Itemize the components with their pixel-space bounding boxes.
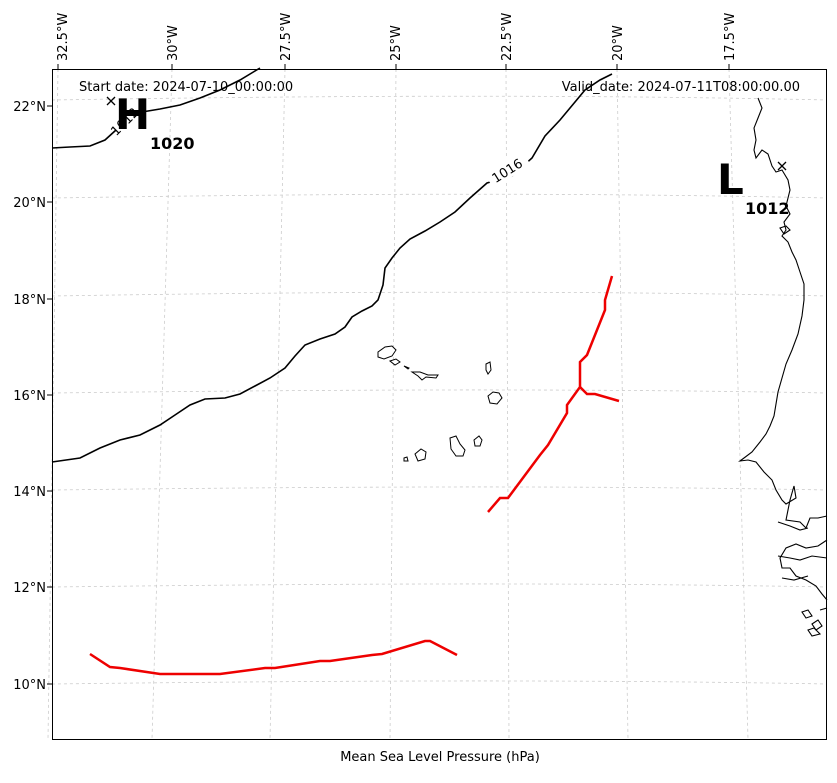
island-santiago xyxy=(449,435,466,457)
lat-gridlines xyxy=(51,95,828,685)
gridline-lon-30 xyxy=(151,68,173,740)
island-sal xyxy=(485,361,492,375)
lat-tick-label: 20°N xyxy=(13,196,46,211)
lat-tick-label: 14°N xyxy=(13,485,46,500)
gambia-coast-detail xyxy=(777,521,828,581)
lon-gridlines xyxy=(47,68,749,740)
island-brava xyxy=(403,456,409,462)
cape-verde-islands xyxy=(377,345,503,462)
gridline-lat-20 xyxy=(51,193,828,199)
lon-tick-label: 17.5°W xyxy=(723,13,738,61)
gridline-lat-14 xyxy=(51,486,828,491)
gridline-lon-325 xyxy=(47,68,59,740)
gridline-lon-225 xyxy=(505,68,510,740)
high-center-x-marker xyxy=(106,96,116,106)
lat-tick-label: 16°N xyxy=(13,389,46,404)
valid-date-label: Valid_date: 2024-07-11T08:00:00.00 xyxy=(562,80,800,95)
start-date-label: Start date: 2024-07-10_00:00:00 xyxy=(79,80,293,95)
cape-blanc-detail xyxy=(779,225,791,235)
lat-tick-labels: 22°N 20°N 18°N 16°N 14°N 12°N 10°N xyxy=(13,100,46,693)
lat-tick-label: 12°N xyxy=(13,581,46,596)
gridline-lat-12 xyxy=(51,583,828,588)
lon-tick-label: 25°W xyxy=(389,25,404,61)
pressure-low-center: L 1012 xyxy=(717,155,790,218)
low-value: 1012 xyxy=(745,199,790,218)
trough-line-branch xyxy=(579,386,620,403)
island-fogo xyxy=(414,448,427,462)
lat-tick-label: 18°N xyxy=(13,293,46,308)
africa-coastline xyxy=(738,97,828,637)
gridline-lat-18 xyxy=(51,291,828,297)
lat-tick-marks xyxy=(47,105,52,685)
lon-tick-marks xyxy=(57,64,730,69)
gridline-lon-275 xyxy=(269,68,286,740)
lat-tick-label: 10°N xyxy=(13,678,46,693)
lon-tick-label: 32.5°W xyxy=(56,13,71,61)
pressure-high-center: H 1020 xyxy=(106,90,195,153)
low-center-x-marker xyxy=(777,161,787,171)
lon-tick-label: 27.5°W xyxy=(279,13,294,61)
trough-line-south xyxy=(89,639,458,676)
map-frame xyxy=(52,69,827,740)
trough-line-east xyxy=(487,275,614,513)
lon-tick-labels: 32.5°W 30°W 27.5°W 25°W 22.5°W 20°W 17.5… xyxy=(56,13,738,61)
lon-tick-label: 22.5°W xyxy=(500,13,515,61)
gridline-lon-175 xyxy=(728,68,749,740)
high-label: H xyxy=(115,90,150,139)
gridline-lon-20 xyxy=(616,68,629,740)
gridline-lat-22 xyxy=(51,95,828,101)
island-maio xyxy=(473,435,483,447)
island-sao-nicolau xyxy=(410,371,439,381)
gridline-lat-10 xyxy=(51,680,828,685)
map-caption: Mean Sea Level Pressure (hPa) xyxy=(340,750,540,765)
low-label: L xyxy=(717,155,744,204)
lon-tick-label: 20°W xyxy=(611,25,626,61)
island-santo-antao xyxy=(377,345,397,360)
gridline-lat-16 xyxy=(51,389,828,394)
isobar-1020 xyxy=(51,67,261,149)
lat-tick-label: 22°N xyxy=(13,100,46,115)
high-value: 1020 xyxy=(150,134,195,153)
island-santa-luzia xyxy=(403,365,410,370)
gridline-lon-25 xyxy=(389,68,397,740)
island-sao-vicente xyxy=(388,358,401,366)
lon-tick-label: 30°W xyxy=(166,25,181,61)
island-boa-vista xyxy=(487,391,503,405)
